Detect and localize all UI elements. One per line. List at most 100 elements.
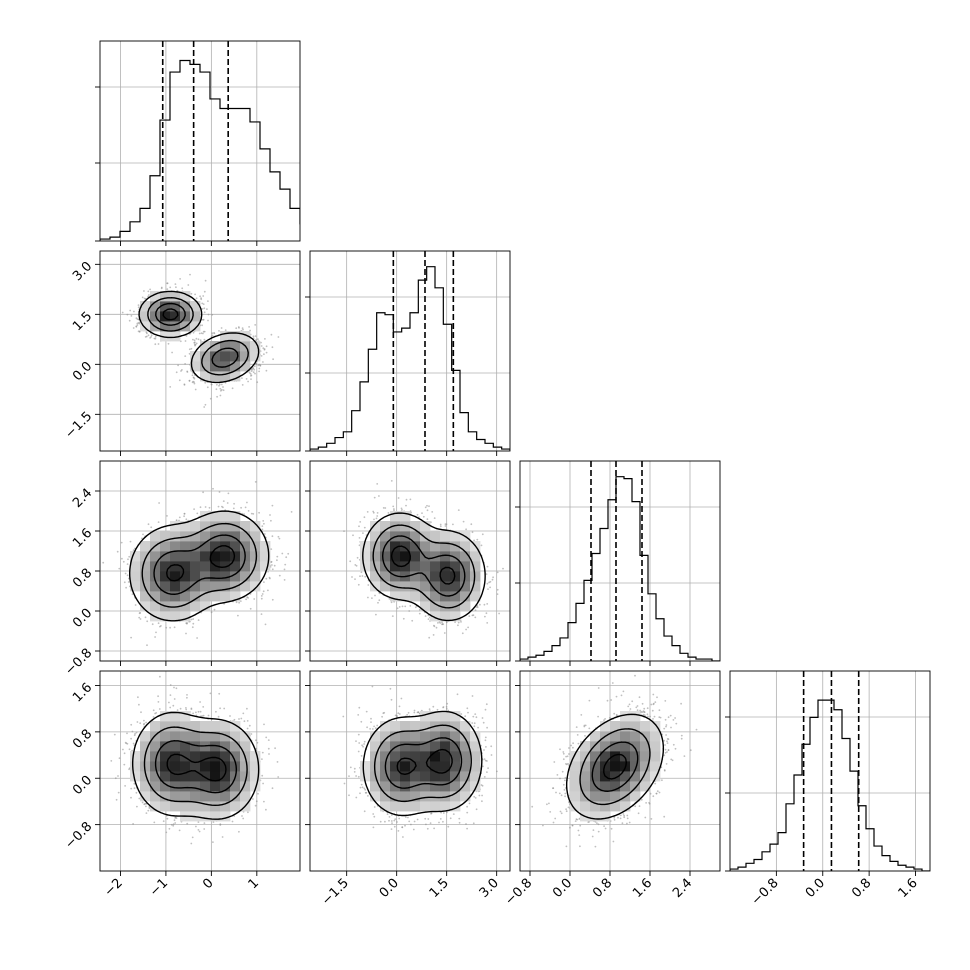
sample-point bbox=[203, 330, 206, 333]
sample-point bbox=[444, 525, 447, 527]
sample-point bbox=[263, 723, 265, 726]
density-cell bbox=[380, 581, 391, 592]
sample-point bbox=[155, 631, 157, 634]
density-cell bbox=[210, 511, 221, 522]
sample-point bbox=[216, 383, 218, 386]
density-cell bbox=[130, 751, 141, 762]
sample-point bbox=[227, 492, 230, 495]
sample-point bbox=[674, 717, 676, 719]
density-cell bbox=[640, 741, 651, 752]
sample-point bbox=[390, 698, 393, 701]
density-cell bbox=[220, 351, 231, 362]
density-cell bbox=[150, 751, 161, 762]
sample-point bbox=[127, 581, 130, 583]
sample-point bbox=[277, 336, 280, 338]
density-cell bbox=[620, 801, 631, 812]
sample-point bbox=[375, 613, 377, 616]
sample-point bbox=[199, 710, 202, 713]
density-cell bbox=[580, 761, 591, 772]
sample-point bbox=[412, 828, 415, 831]
sample-point bbox=[209, 692, 212, 695]
density-cell bbox=[170, 611, 181, 622]
x-tick-label: −1 bbox=[147, 876, 171, 900]
sample-point bbox=[153, 337, 156, 340]
density-cell bbox=[150, 581, 161, 592]
sample-point bbox=[365, 710, 368, 713]
sample-point bbox=[498, 612, 500, 615]
sample-point bbox=[203, 290, 206, 293]
density-cell bbox=[420, 751, 431, 762]
sample-point bbox=[638, 805, 641, 807]
sample-point bbox=[360, 783, 363, 786]
sample-point bbox=[258, 367, 261, 370]
sample-point bbox=[626, 817, 629, 820]
sample-point bbox=[360, 755, 363, 757]
sample-point bbox=[390, 820, 393, 822]
density-cell bbox=[580, 771, 591, 782]
sample-point bbox=[233, 718, 236, 721]
sample-point bbox=[203, 338, 206, 341]
contour-line bbox=[155, 302, 239, 368]
sample-point bbox=[191, 374, 194, 377]
sample-point bbox=[145, 805, 147, 808]
sample-point bbox=[471, 722, 474, 724]
density-cell bbox=[190, 721, 201, 732]
sample-point bbox=[152, 716, 155, 718]
sample-point bbox=[373, 725, 375, 728]
sample-point bbox=[120, 541, 123, 544]
sample-point bbox=[373, 496, 376, 499]
sample-point bbox=[569, 826, 571, 829]
sample-point bbox=[458, 817, 461, 820]
density-cell bbox=[450, 541, 461, 552]
sample-point bbox=[391, 822, 393, 824]
sample-point bbox=[615, 695, 618, 698]
density-layer bbox=[102, 481, 293, 647]
sample-point bbox=[245, 378, 248, 380]
sample-point bbox=[242, 328, 244, 331]
sample-point bbox=[242, 817, 245, 820]
sample-point bbox=[393, 509, 395, 512]
sample-point bbox=[349, 766, 352, 769]
sample-point bbox=[150, 336, 153, 338]
sample-point bbox=[116, 550, 119, 553]
sample-point bbox=[162, 820, 165, 823]
sample-point bbox=[267, 739, 270, 741]
sample-point bbox=[680, 734, 683, 737]
sample-point bbox=[190, 292, 193, 295]
hist-panel-2 bbox=[515, 460, 721, 666]
sample-point bbox=[552, 787, 554, 790]
density-cell bbox=[440, 791, 451, 802]
sample-point bbox=[185, 632, 187, 635]
sample-point bbox=[394, 714, 397, 717]
density-cell bbox=[650, 751, 661, 762]
density-cell bbox=[190, 561, 201, 572]
sample-point bbox=[201, 308, 204, 310]
sample-point bbox=[358, 525, 360, 528]
density-cell bbox=[180, 771, 191, 782]
sample-point bbox=[218, 491, 221, 493]
sample-point bbox=[181, 287, 184, 290]
sample-point bbox=[160, 286, 163, 289]
density-cell bbox=[460, 791, 471, 802]
sample-point bbox=[371, 685, 374, 688]
density-cell bbox=[200, 761, 211, 772]
sample-point bbox=[256, 741, 259, 744]
density-cell bbox=[450, 721, 461, 732]
sample-point bbox=[376, 512, 379, 514]
density-cell bbox=[150, 551, 161, 562]
density-cell bbox=[150, 301, 161, 312]
sample-point bbox=[374, 727, 377, 729]
sample-point bbox=[126, 563, 129, 565]
sample-point bbox=[193, 339, 196, 342]
sample-point bbox=[481, 784, 484, 787]
density-cell bbox=[150, 571, 161, 582]
sample-point bbox=[252, 371, 255, 374]
contour-line bbox=[372, 524, 476, 609]
density-cell bbox=[630, 761, 641, 772]
sample-point bbox=[197, 619, 200, 621]
density-cell bbox=[210, 791, 221, 802]
density-cell bbox=[240, 761, 251, 772]
sample-point bbox=[186, 696, 188, 699]
sample-point bbox=[349, 560, 352, 563]
